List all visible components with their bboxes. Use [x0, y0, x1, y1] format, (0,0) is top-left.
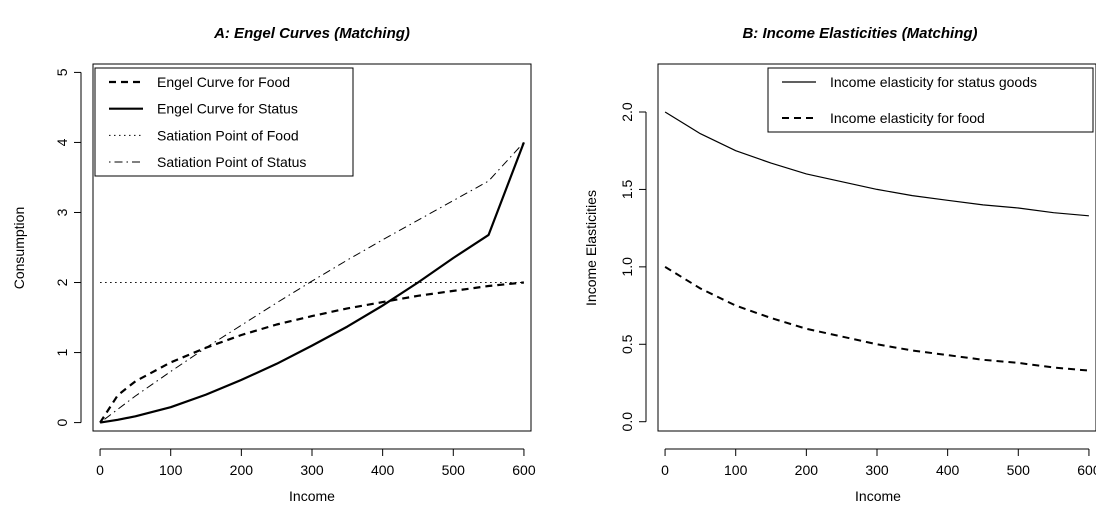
legend-label: Engel Curve for Food: [157, 74, 290, 90]
x-tick-label: 200: [795, 462, 819, 478]
series-line-1: [664, 266, 1089, 372]
series-line-0: [664, 111, 1089, 217]
chart-title: A: Engel Curves (Matching): [213, 25, 410, 42]
series-layer: [664, 111, 1089, 372]
legend-label: Engel Curve for Status: [157, 101, 298, 117]
y-tick-label: 1: [54, 348, 70, 356]
series-line-0: [99, 281, 525, 424]
legend-box: [94, 67, 354, 177]
x-tick-label: 100: [724, 462, 748, 478]
x-tick-label: 400: [371, 462, 395, 478]
x-tick-label: 200: [230, 462, 254, 478]
legend: Income elasticity for status goods Income…: [767, 67, 1094, 133]
y-tick-label: 2.0: [619, 102, 635, 122]
series-line-3: [99, 142, 525, 423]
y-tick-label: 0.0: [619, 412, 635, 432]
x-tick-label: 600: [512, 462, 536, 478]
plot-frame: [92, 63, 532, 432]
y-tick-label: 0.5: [619, 334, 635, 354]
y-tick-label: 2: [54, 278, 70, 286]
panel-income-elasticities: B: Income Elasticities (Matching) Income…: [583, 25, 1096, 504]
panel-engel-curves: A: Engel Curves (Matching) Income Consum…: [11, 25, 536, 504]
x-axis-label: Income: [289, 488, 335, 504]
legend: Engel Curve for Food Engel Curve for Stat…: [94, 67, 354, 177]
x-tick-label: 0: [661, 462, 669, 478]
y-tick-label: 0: [54, 418, 70, 426]
x-axis-label: Income: [855, 488, 901, 504]
x-tick-label: 0: [96, 462, 104, 478]
legend-label: Income elasticity for status goods: [830, 74, 1037, 90]
x-tick-label: 600: [1077, 462, 1096, 478]
x-tick-label: 500: [442, 462, 466, 478]
y-axis-label: Consumption: [11, 207, 27, 290]
y-axis: 0.0 0.5 1.0 1.5 2.0: [619, 102, 647, 432]
x-axis: 0 100 200 300 400 500 600: [96, 448, 536, 478]
y-axis-label: Income Elasticities: [583, 190, 599, 306]
x-tick-label: 300: [300, 462, 324, 478]
x-tick-label: 100: [159, 462, 183, 478]
y-tick-label: 5: [54, 68, 70, 76]
x-tick-label: 400: [936, 462, 960, 478]
chart-title: B: Income Elasticities (Matching): [742, 25, 977, 42]
series-line-1: [99, 142, 525, 424]
legend-label: Satiation Point of Food: [157, 127, 299, 143]
y-tick-label: 1.0: [619, 257, 635, 277]
y-tick-label: 3: [54, 208, 70, 216]
plot-frame: [657, 63, 1096, 432]
legend-label: Satiation Point of Status: [157, 154, 306, 170]
x-tick-label: 300: [865, 462, 889, 478]
y-tick-label: 1.5: [619, 179, 635, 199]
y-tick-label: 4: [54, 138, 70, 146]
legend-label: Income elasticity for food: [830, 110, 985, 126]
x-tick-label: 500: [1007, 462, 1031, 478]
x-axis: 0 100 200 300 400 500 600: [661, 448, 1096, 478]
series-layer: [99, 142, 525, 424]
legend-box: [767, 67, 1094, 133]
y-axis: 0 1 2 3 4 5: [54, 68, 82, 426]
